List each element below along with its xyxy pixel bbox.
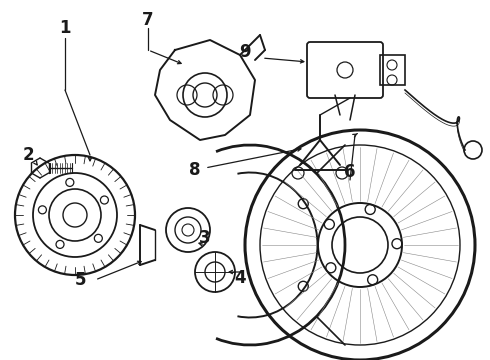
Text: 3: 3: [199, 229, 211, 247]
Text: 2: 2: [22, 146, 34, 164]
Text: 9: 9: [239, 43, 251, 61]
Text: 6: 6: [344, 163, 356, 181]
Bar: [380, 55, 405, 85]
Text: 4: 4: [234, 269, 246, 287]
Text: 1: 1: [59, 19, 71, 37]
Text: 5: 5: [74, 271, 86, 289]
Text: 8: 8: [189, 161, 201, 179]
Text: 7: 7: [142, 11, 154, 29]
